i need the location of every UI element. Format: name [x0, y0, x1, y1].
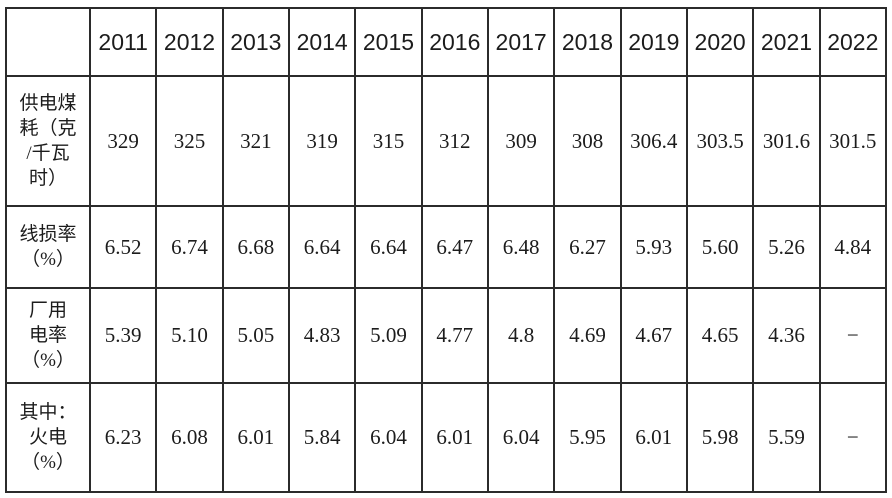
value-cell: 301.6 — [752, 75, 821, 207]
year-header-2018: 2018 — [553, 7, 622, 77]
value-cell: 6.23 — [88, 382, 158, 493]
year-header-2016: 2016 — [420, 7, 489, 77]
row-label-plant-power-rate: 厂用 电率 （%） — [5, 287, 91, 384]
value-cell: 6.27 — [553, 205, 622, 289]
value-cell: 301.5 — [818, 75, 888, 207]
table-row-coal-consumption: 供电煤 耗（克 /千瓦 时） 329 325 321 319 315 312 3… — [5, 75, 888, 207]
value-cell: 303.5 — [685, 75, 755, 207]
row-label-line-loss-rate: 线损率 （%） — [5, 205, 91, 289]
value-cell: 6.47 — [420, 205, 489, 289]
table-row-plant-power-rate: 厂用 电率 （%） 5.39 5.10 5.05 4.83 5.09 4.77 … — [5, 287, 888, 384]
value-cell: 6.08 — [155, 382, 224, 493]
value-cell: 5.05 — [221, 287, 290, 384]
value-cell: 321 — [221, 75, 290, 207]
year-header-2014: 2014 — [287, 7, 357, 77]
metrics-table: 2011 2012 2013 2014 2015 2016 2017 2018 … — [5, 7, 888, 493]
value-cell: 6.68 — [221, 205, 290, 289]
value-cell: 6.01 — [619, 382, 688, 493]
value-cell: 312 — [420, 75, 489, 207]
year-header-2012: 2012 — [155, 7, 224, 77]
value-cell: 4.84 — [818, 205, 888, 289]
value-cell: 5.10 — [155, 287, 224, 384]
value-cell: 6.64 — [354, 205, 423, 289]
value-cell: − — [818, 287, 888, 384]
table-row-line-loss-rate: 线损率 （%） 6.52 6.74 6.68 6.64 6.64 6.47 6.… — [5, 205, 888, 289]
value-cell: 5.39 — [88, 287, 158, 384]
value-cell: 325 — [155, 75, 224, 207]
value-cell: 5.93 — [619, 205, 688, 289]
value-cell: 6.48 — [486, 205, 556, 289]
row-label-thermal-power: 其中： 火电 （%） — [5, 382, 91, 493]
value-cell: 329 — [88, 75, 158, 207]
header-row: 2011 2012 2013 2014 2015 2016 2017 2018 … — [5, 7, 888, 77]
value-cell: 315 — [354, 75, 423, 207]
corner-cell — [5, 7, 91, 77]
value-cell: 5.60 — [685, 205, 755, 289]
value-cell: 4.69 — [553, 287, 622, 384]
year-header-2021: 2021 — [752, 7, 821, 77]
value-cell: 5.95 — [553, 382, 622, 493]
value-cell: 4.65 — [685, 287, 755, 384]
row-label-coal-consumption: 供电煤 耗（克 /千瓦 时） — [5, 75, 91, 207]
year-header-2019: 2019 — [619, 7, 688, 77]
value-cell: 5.98 — [685, 382, 755, 493]
value-cell: 6.04 — [486, 382, 556, 493]
value-cell: 4.36 — [752, 287, 821, 384]
year-header-2020: 2020 — [685, 7, 755, 77]
value-cell: 6.74 — [155, 205, 224, 289]
year-header-2015: 2015 — [354, 7, 423, 77]
value-cell: 6.01 — [420, 382, 489, 493]
value-cell: 4.77 — [420, 287, 489, 384]
value-cell: 306.4 — [619, 75, 688, 207]
year-header-2022: 2022 — [818, 7, 888, 77]
value-cell: 319 — [287, 75, 357, 207]
value-cell: 4.83 — [287, 287, 357, 384]
value-cell: 308 — [553, 75, 622, 207]
value-cell: 4.67 — [619, 287, 688, 384]
value-cell: 5.09 — [354, 287, 423, 384]
value-cell: 6.64 — [287, 205, 357, 289]
year-header-2017: 2017 — [486, 7, 556, 77]
value-cell: 4.8 — [486, 287, 556, 384]
table-row-thermal-power: 其中： 火电 （%） 6.23 6.08 6.01 5.84 6.04 6.01… — [5, 382, 888, 493]
year-header-2011: 2011 — [88, 7, 158, 77]
value-cell: 309 — [486, 75, 556, 207]
value-cell: 6.04 — [354, 382, 423, 493]
value-cell: 5.26 — [752, 205, 821, 289]
year-header-2013: 2013 — [221, 7, 290, 77]
value-cell: 6.52 — [88, 205, 158, 289]
value-cell: 5.84 — [287, 382, 357, 493]
value-cell: 6.01 — [221, 382, 290, 493]
value-cell: − — [818, 382, 888, 493]
value-cell: 5.59 — [752, 382, 821, 493]
